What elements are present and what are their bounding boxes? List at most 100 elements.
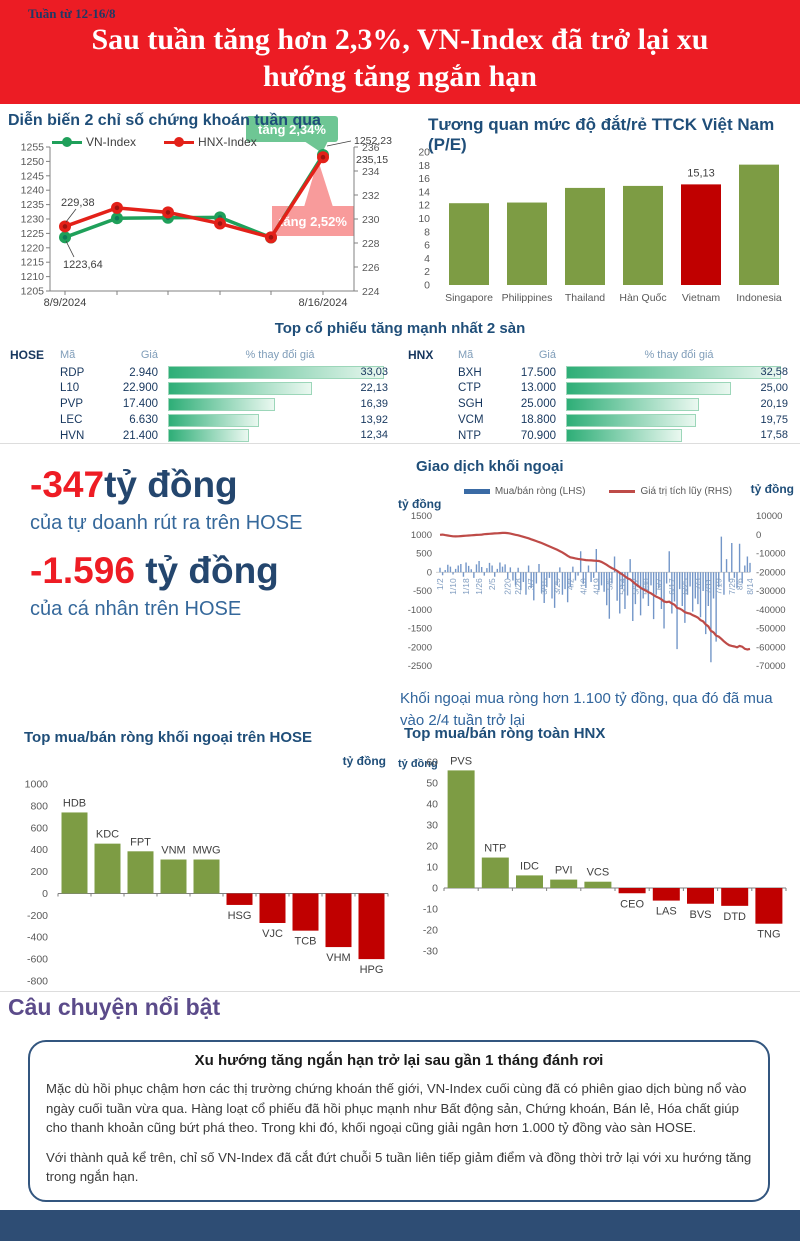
stock-price: 70.900 xyxy=(520,429,556,442)
pct-bar xyxy=(168,381,313,395)
svg-text:1220: 1220 xyxy=(21,242,45,254)
svg-text:500: 500 xyxy=(416,549,432,560)
pct-value: 25,00 xyxy=(760,381,788,394)
index-lines-title: Diễn biến 2 chỉ số chứng khoán tuần qua xyxy=(8,112,321,129)
svg-text:20: 20 xyxy=(418,147,430,159)
stock-code: L10 xyxy=(60,382,80,395)
svg-text:2: 2 xyxy=(424,266,430,278)
svg-text:0: 0 xyxy=(424,280,430,292)
svg-text:MWG: MWG xyxy=(192,845,220,857)
net-bar-NTP xyxy=(481,857,509,888)
stat-caption-2: của cá nhân trên HOSE xyxy=(30,598,242,620)
svg-text:232: 232 xyxy=(362,190,380,202)
svg-text:-600: -600 xyxy=(27,954,48,966)
pe-panel: Tương quan mức độ đắt/rẻ TTCK Việt Nam (… xyxy=(404,110,796,312)
svg-text:228: 228 xyxy=(362,238,380,250)
net-buy-bars xyxy=(439,536,751,663)
legend-net-buy: Mua/bán ròng (LHS) xyxy=(463,486,586,497)
svg-text:6/17: 6/17 xyxy=(667,578,677,595)
hnx-exchange-label: HNX xyxy=(408,347,434,362)
net-bar-MWG xyxy=(193,859,220,894)
pct-bar-track: 22,13 xyxy=(168,381,390,395)
hose-net-panel: Top mua/bán ròng khối ngoại trên HOSE tỷ… xyxy=(10,726,396,988)
svg-text:Vietnam: Vietnam xyxy=(682,292,721,304)
svg-text:400: 400 xyxy=(30,844,48,856)
net-bar-DTD xyxy=(721,888,749,906)
stat-individual: -1.596 tỷ đồng xyxy=(30,548,395,594)
svg-text:6/25: 6/25 xyxy=(680,578,690,595)
svg-text:8: 8 xyxy=(424,226,430,238)
stock-row: RDP 2.940 33,03 xyxy=(10,365,392,381)
story-heading: Câu chuyện nổi bật xyxy=(8,994,221,1020)
svg-text:1230: 1230 xyxy=(21,214,45,226)
svg-text:BVS: BVS xyxy=(689,909,711,921)
stock-row: SGH 25.000 20,19 xyxy=(408,396,792,412)
stock-row: NTP 70.900 17,58 xyxy=(408,428,792,444)
svg-text:7/29: 7/29 xyxy=(727,578,737,595)
svg-text:HSG: HSG xyxy=(228,910,252,922)
net-bar-HDB xyxy=(61,812,88,894)
pct-bar-track: 16,39 xyxy=(168,397,390,411)
stat-unit-2b: tỷ đồng xyxy=(145,550,279,591)
pct-value: 13,92 xyxy=(360,413,388,426)
legend-cumulative-label: Giá trị tích lũy (RHS) xyxy=(640,486,733,497)
svg-text:8/9/2024: 8/9/2024 xyxy=(44,297,87,309)
story-paragraph-2: Với thành quả kể trên, chỉ số VN-Index đ… xyxy=(46,1149,752,1185)
stock-code: PVP xyxy=(60,398,84,411)
stat-unit-1: tỷ đồng xyxy=(104,464,238,505)
svg-text:Thailand: Thailand xyxy=(565,292,605,304)
line-swatch xyxy=(609,490,636,493)
col-price-label: Giá xyxy=(538,348,556,361)
legend-hnx-label: HNX-Index xyxy=(198,135,257,149)
svg-text:8/14: 8/14 xyxy=(745,578,755,595)
svg-text:CEO: CEO xyxy=(620,898,644,910)
pe-bar-Thailand xyxy=(565,187,605,285)
svg-text:15,13: 15,13 xyxy=(687,167,715,179)
hnx-net-chart: 60 50 40 30 20 10 0 -10 -20 -30 PVS NTP IDC PVI VCS CEO… xyxy=(423,755,787,958)
stock-row: BXH 17.500 32,58 xyxy=(408,365,792,381)
story-box: Xu hướng tăng ngắn hạn trở lại sau gần 1… xyxy=(28,1040,770,1202)
svg-text:VHM: VHM xyxy=(326,952,350,964)
svg-text:tăng 2,34%: tăng 2,34% xyxy=(258,122,326,137)
svg-text:50: 50 xyxy=(426,778,438,790)
svg-text:40: 40 xyxy=(426,799,438,811)
net-bar-FPT xyxy=(127,851,154,894)
svg-text:1255: 1255 xyxy=(21,142,45,154)
svg-text:1252,23: 1252,23 xyxy=(354,135,392,147)
bar-swatch xyxy=(463,489,490,494)
svg-text:30: 30 xyxy=(426,820,438,832)
stock-price: 6.630 xyxy=(129,414,158,427)
svg-text:10: 10 xyxy=(426,862,438,874)
net-bar-VJC xyxy=(259,893,286,923)
svg-text:IDC: IDC xyxy=(520,860,539,872)
svg-text:-2000: -2000 xyxy=(408,642,432,653)
col-pct-label: % thay đổi giá xyxy=(644,348,714,361)
svg-text:1/10: 1/10 xyxy=(448,578,458,595)
header-banner: Tuần từ 12-16/8 Sau tuần tăng hơn 2,3%, … xyxy=(0,0,800,104)
stock-code: HVN xyxy=(60,429,85,442)
svg-text:-50000: -50000 xyxy=(756,624,786,635)
stock-code: VCM xyxy=(458,414,484,427)
svg-text:1225: 1225 xyxy=(21,228,45,240)
pct-bar-track: 19,75 xyxy=(566,413,790,427)
net-bar-LAS xyxy=(652,888,680,901)
svg-text:1235: 1235 xyxy=(21,199,45,211)
svg-text:-20: -20 xyxy=(423,925,438,937)
svg-text:NTP: NTP xyxy=(484,843,506,855)
vn-index-line-swatch xyxy=(52,137,82,147)
unit-right-label: tỷ đồng xyxy=(750,482,794,496)
pe-title: Tương quan mức độ đắt/rẻ TTCK Việt Nam (… xyxy=(428,115,775,154)
stock-price: 25.000 xyxy=(520,398,556,411)
legend-net-buy-label: Mua/bán ròng (LHS) xyxy=(494,486,586,497)
svg-text:TNG: TNG xyxy=(757,929,780,941)
svg-text:3/7: 3/7 xyxy=(526,578,536,590)
svg-text:4: 4 xyxy=(424,253,430,265)
pct-bar-track: 12,34 xyxy=(168,429,390,443)
svg-text:7/3: 7/3 xyxy=(693,578,703,590)
net-bar-VNM xyxy=(160,859,187,894)
svg-text:12: 12 xyxy=(418,200,430,212)
svg-text:4/2: 4/2 xyxy=(565,578,575,590)
hnx-rows: BXH 17.500 32,58 CTP 13.000 25,00 SGH 25.000 20,… xyxy=(408,365,792,444)
foreign-flow-note: Khối ngoại mua ròng hơn 1.100 tỷ đồng, q… xyxy=(400,690,773,729)
